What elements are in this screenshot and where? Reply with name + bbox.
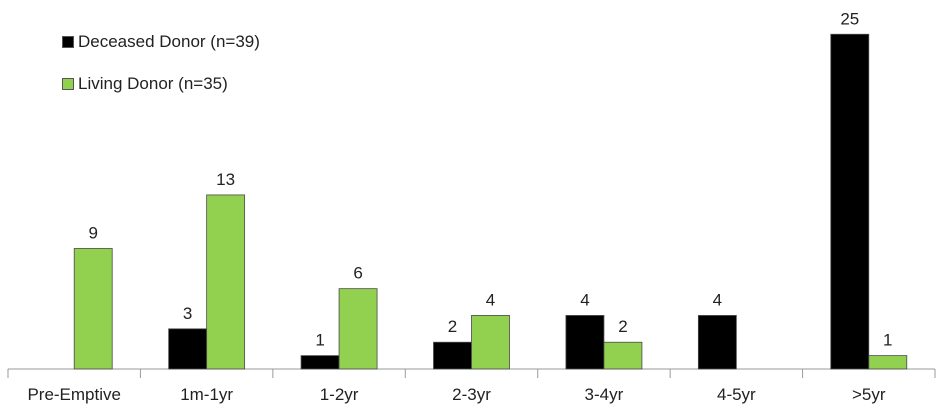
legend-item-deceased: Deceased Donor (n=39) bbox=[62, 32, 260, 52]
data-label: 4 bbox=[580, 290, 589, 309]
x-tick-label: Pre-Emptive bbox=[27, 385, 121, 404]
bar-living-donor bbox=[206, 194, 246, 370]
data-label: 2 bbox=[618, 317, 627, 336]
bar-deceased-donor bbox=[300, 355, 340, 370]
x-tick-label: 4-5yr bbox=[717, 385, 756, 404]
bar-deceased-donor bbox=[830, 33, 870, 370]
data-label: 6 bbox=[353, 264, 362, 283]
data-label: 4 bbox=[713, 290, 722, 309]
data-label: 3 bbox=[183, 304, 192, 323]
legend-swatch-deceased bbox=[62, 36, 74, 48]
bar-living-donor bbox=[868, 355, 908, 370]
bar-deceased-donor bbox=[565, 315, 605, 370]
legend-swatch-living bbox=[62, 78, 74, 90]
bar-living-donor bbox=[338, 288, 378, 370]
legend: Deceased Donor (n=39) Living Donor (n=35… bbox=[62, 32, 260, 116]
x-tick-label: 1-2yr bbox=[320, 385, 359, 404]
legend-label-deceased: Deceased Donor (n=39) bbox=[78, 32, 260, 51]
data-label: 4 bbox=[486, 290, 495, 309]
data-label: 25 bbox=[840, 9, 859, 28]
legend-label-living: Living Donor (n=35) bbox=[78, 74, 228, 93]
data-label: 1 bbox=[315, 331, 324, 350]
data-label: 2 bbox=[448, 317, 457, 336]
bar-deceased-donor bbox=[697, 315, 737, 370]
legend-item-living: Living Donor (n=35) bbox=[62, 74, 260, 94]
x-tick-label: >5yr bbox=[852, 385, 886, 404]
bar-living-donor bbox=[471, 315, 510, 370]
x-tick-label: 2-3yr bbox=[452, 385, 491, 404]
bar-living-donor bbox=[603, 341, 643, 370]
bar-living-donor bbox=[73, 248, 113, 370]
data-label: 1 bbox=[883, 331, 892, 350]
x-tick-label: 3-4yr bbox=[585, 385, 624, 404]
data-label: 13 bbox=[216, 170, 235, 189]
data-label: 9 bbox=[88, 223, 97, 242]
bar-deceased-donor bbox=[168, 328, 208, 370]
x-tick-label: 1m-1yr bbox=[180, 385, 233, 404]
bar-deceased-donor bbox=[433, 341, 472, 370]
